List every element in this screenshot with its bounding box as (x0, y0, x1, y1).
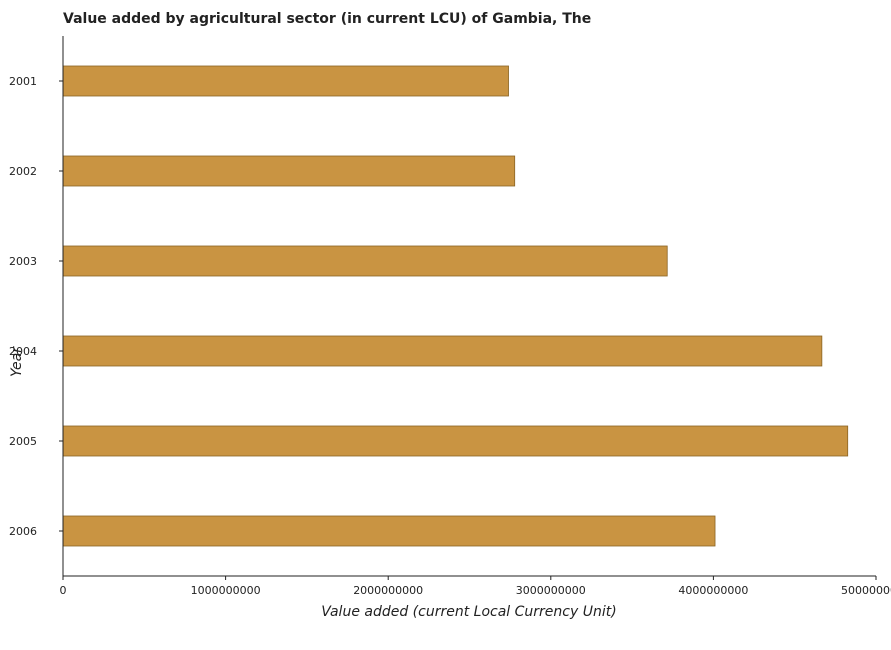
y-tick-group: 2001 2002 2003 2004 2005 2006 (9, 75, 63, 538)
y-tick-label-2006: 2006 (9, 525, 37, 538)
bar-2004 (62, 335, 823, 367)
y-tick-label-2005: 2005 (9, 435, 37, 448)
x-tick-label-5: 5000000000 (841, 584, 891, 597)
x-tick-label-2: 2000000000 (353, 584, 423, 597)
x-tick-label-1: 1000000000 (191, 584, 261, 597)
bar-2003 (62, 245, 668, 277)
x-tick-label-0: 0 (60, 584, 67, 597)
y-tick-label-2001: 2001 (9, 75, 37, 88)
bars-group (62, 65, 849, 547)
bar-2002 (62, 155, 516, 187)
y-tick-label-2004: 2004 (9, 345, 37, 358)
y-axis-label: Year (9, 346, 25, 377)
y-tick-label-2003: 2003 (9, 255, 37, 268)
chart-title: Value added by agricultural sector (in c… (63, 11, 591, 27)
x-tick-label-4: 4000000000 (678, 584, 748, 597)
bar-2006 (62, 515, 716, 547)
x-tick-group: 0 1000000000 2000000000 3000000000 400000000… (60, 576, 891, 597)
y-tick-label-2002: 2002 (9, 165, 37, 178)
bar-2001 (62, 65, 509, 97)
x-tick-label-3: 3000000000 (516, 584, 586, 597)
x-axis-label: Value added (current Local Currency Unit… (321, 604, 616, 620)
bar-2005 (62, 425, 849, 457)
